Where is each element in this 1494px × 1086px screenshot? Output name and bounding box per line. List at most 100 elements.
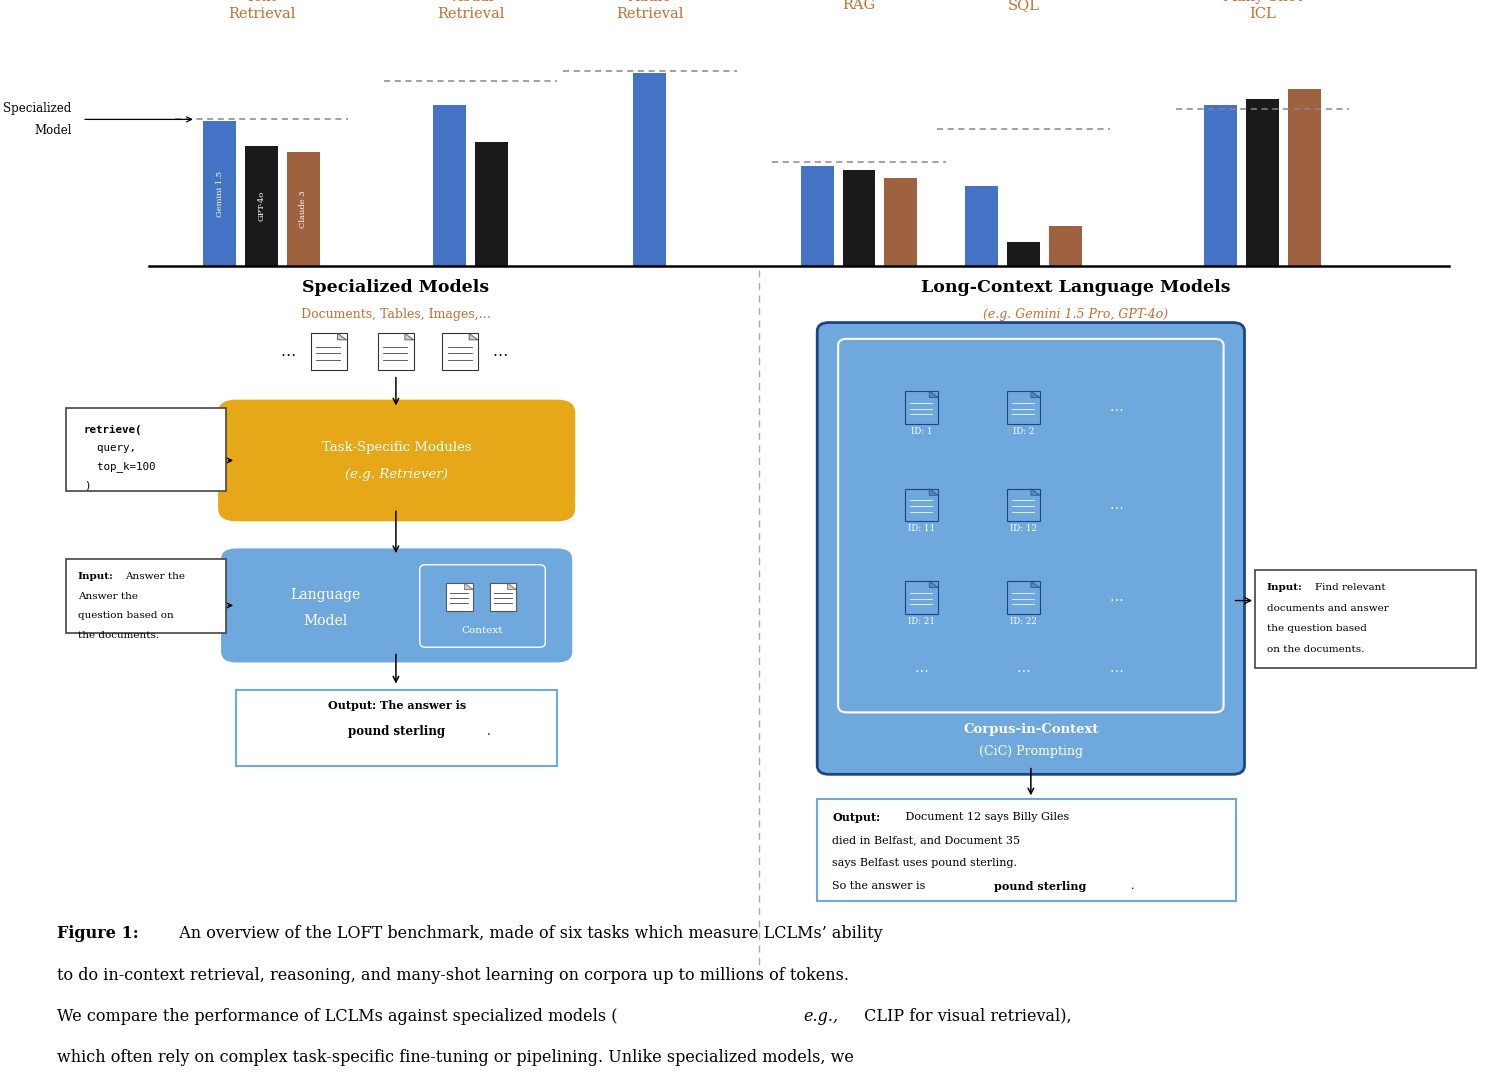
Bar (311, 333, 347, 370)
Bar (1246, 99, 1279, 266)
Polygon shape (338, 333, 347, 340)
Text: retrieve(: retrieve( (84, 425, 142, 434)
Bar (236, 690, 557, 766)
Bar (475, 141, 508, 266)
Bar (1007, 391, 1040, 424)
Text: …: … (493, 345, 508, 358)
Bar (633, 73, 666, 266)
Bar (447, 583, 474, 611)
Bar (203, 122, 236, 266)
Text: Long-Context Language Models: Long-Context Language Models (920, 279, 1231, 296)
Text: Input:: Input: (1267, 583, 1303, 592)
Text: the documents.: the documents. (78, 631, 158, 640)
Text: on the documents.: on the documents. (1267, 645, 1364, 654)
Text: We compare the performance of LCLMs against specialized models (: We compare the performance of LCLMs agai… (57, 1008, 617, 1025)
Text: died in Belfast, and Document 35: died in Belfast, and Document 35 (832, 835, 1020, 845)
Text: question based on: question based on (78, 611, 173, 620)
Text: Corpus-in-Context: Corpus-in-Context (964, 723, 1098, 736)
Text: Find relevant: Find relevant (1315, 583, 1385, 592)
Text: CLIP for visual retrieval),: CLIP for visual retrieval), (859, 1008, 1071, 1025)
Text: Visual
Retrieval: Visual Retrieval (436, 0, 505, 21)
Text: ID: 21: ID: 21 (908, 617, 935, 626)
Text: ): ) (84, 480, 90, 490)
Bar (1255, 570, 1476, 668)
Text: e.g.,: e.g., (804, 1008, 840, 1025)
Bar (245, 146, 278, 266)
Text: Model: Model (303, 614, 348, 628)
Text: .: . (487, 725, 490, 738)
Text: Specialized Models: Specialized Models (302, 279, 490, 296)
Text: top_k=100: top_k=100 (84, 462, 155, 472)
Polygon shape (405, 333, 414, 340)
Bar (433, 105, 466, 266)
Polygon shape (929, 489, 938, 495)
FancyBboxPatch shape (817, 323, 1245, 774)
Text: Language: Language (290, 588, 362, 602)
Bar (1007, 581, 1040, 614)
Bar (905, 489, 938, 521)
Text: So the answer is: So the answer is (832, 881, 929, 891)
Bar (1007, 489, 1040, 521)
Text: Output: The answer is: Output: The answer is (327, 700, 466, 711)
FancyBboxPatch shape (218, 400, 575, 521)
Text: ID: 1: ID: 1 (911, 427, 932, 435)
Text: Answer the: Answer the (125, 572, 185, 581)
Text: …: … (1016, 661, 1031, 674)
Text: to do in-context retrieval, reasoning, and many-shot learning on corpora up to m: to do in-context retrieval, reasoning, a… (57, 967, 849, 984)
Polygon shape (469, 333, 478, 340)
Bar (442, 333, 478, 370)
Text: Context: Context (462, 627, 503, 635)
Polygon shape (1031, 581, 1040, 588)
Bar (905, 581, 938, 614)
Polygon shape (465, 583, 474, 590)
Text: An overview of the LOFT benchmark, made of six tasks which measure LCLMs’ abilit: An overview of the LOFT benchmark, made … (169, 925, 883, 943)
Text: Many-Shot
ICL: Many-Shot ICL (1222, 0, 1303, 21)
Bar (1204, 105, 1237, 266)
Polygon shape (929, 581, 938, 588)
Text: .: . (1131, 881, 1134, 891)
Bar (884, 178, 917, 266)
Text: Output:: Output: (832, 812, 880, 823)
Text: …: … (1109, 661, 1123, 674)
Text: Input:: Input: (78, 572, 114, 581)
Text: ID: 2: ID: 2 (1013, 427, 1034, 435)
Text: …: … (914, 661, 929, 674)
Text: ID: 11: ID: 11 (908, 525, 935, 533)
Text: RAG: RAG (843, 0, 875, 12)
Text: (e.g. Retriever): (e.g. Retriever) (345, 468, 448, 481)
Text: Gemini 1.5: Gemini 1.5 (215, 171, 224, 217)
Bar (66, 559, 226, 633)
Text: ID: 22: ID: 22 (1010, 617, 1037, 626)
Text: Task-Specific Modules: Task-Specific Modules (321, 441, 472, 454)
Text: Answer the: Answer the (78, 592, 137, 601)
Text: pound sterling: pound sterling (994, 881, 1086, 892)
Bar (1288, 89, 1321, 266)
Text: documents and answer: documents and answer (1267, 604, 1388, 613)
Polygon shape (508, 583, 517, 590)
Text: …: … (1109, 401, 1123, 414)
Text: pound sterling: pound sterling (348, 725, 445, 738)
Text: GPT-4o: GPT-4o (257, 191, 266, 220)
Bar (378, 333, 414, 370)
Text: Claude 3: Claude 3 (299, 190, 308, 228)
Bar (66, 408, 226, 491)
Text: ID: 12: ID: 12 (1010, 525, 1037, 533)
Text: (e.g. Gemini 1.5 Pro, GPT-4o): (e.g. Gemini 1.5 Pro, GPT-4o) (983, 308, 1168, 321)
Bar (905, 391, 938, 424)
Bar (287, 152, 320, 266)
Text: …: … (281, 345, 296, 358)
FancyBboxPatch shape (420, 565, 545, 647)
Text: query,: query, (84, 443, 136, 453)
Text: Document 12 says Billy Giles: Document 12 says Billy Giles (902, 812, 1070, 822)
Bar (801, 166, 834, 266)
Text: Text
Retrieval: Text Retrieval (227, 0, 296, 21)
Text: Documents, Tables, Images,…: Documents, Tables, Images,… (300, 308, 492, 321)
Text: …: … (1109, 498, 1123, 512)
Text: SQL: SQL (1007, 0, 1040, 12)
Text: the question based: the question based (1267, 624, 1367, 633)
Text: which often rely on complex task-specific fine-tuning or pipelining. Unlike spec: which often rely on complex task-specifi… (57, 1049, 853, 1066)
Polygon shape (1031, 489, 1040, 495)
Bar (965, 186, 998, 266)
Bar (490, 583, 517, 611)
Bar (1007, 242, 1040, 266)
